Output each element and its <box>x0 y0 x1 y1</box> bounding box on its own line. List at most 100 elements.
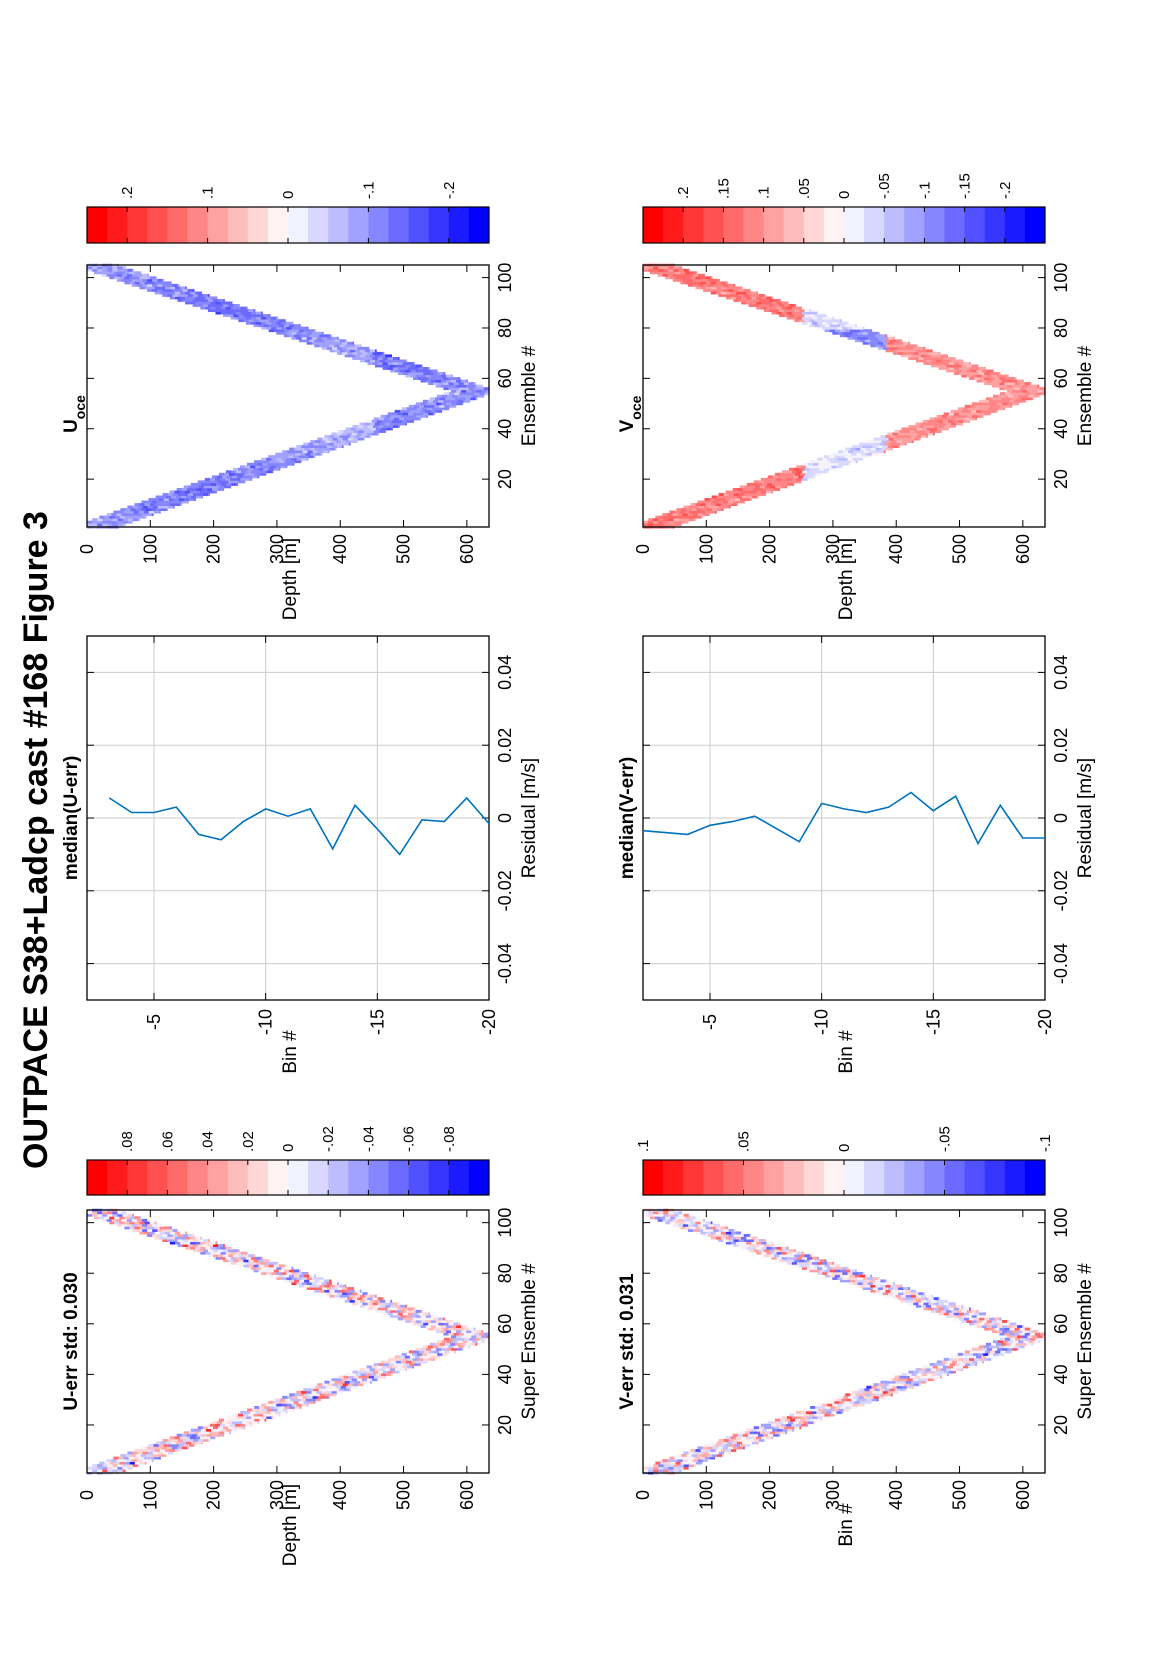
colorbar-swatch <box>663 1160 684 1195</box>
heatmap-cell <box>218 1244 224 1247</box>
heatmap-cell <box>1015 1337 1021 1341</box>
heatmap-cell <box>875 1284 881 1288</box>
heatmap-cell <box>411 414 417 418</box>
heatmap-cell <box>753 304 760 307</box>
heatmap-cell <box>261 1256 263 1260</box>
heatmap-cell <box>157 1234 163 1237</box>
heatmap-cell <box>1014 377 1017 380</box>
heatmap-cell <box>801 477 807 481</box>
x-tick-label: 0.02 <box>1051 728 1071 763</box>
heatmap-cell <box>367 362 373 365</box>
heatmap-cell <box>87 1469 93 1473</box>
heatmap-cell <box>803 1408 809 1412</box>
heatmap-cell <box>291 326 297 330</box>
heatmap-cell <box>663 518 669 522</box>
heatmap-cell <box>675 276 681 280</box>
heatmap-cell <box>243 1259 249 1263</box>
heatmap-cell <box>702 513 709 516</box>
y-tick-label: 300 <box>267 1480 287 1510</box>
heatmap-cell <box>422 1345 429 1349</box>
heatmap-cell <box>962 414 968 418</box>
heatmap-cell <box>890 1380 896 1384</box>
heatmap-cell <box>449 1337 455 1341</box>
heatmap-cell <box>827 1266 833 1270</box>
heatmap-cell <box>779 309 785 312</box>
heatmap-cell <box>104 1461 110 1465</box>
heatmap-cell <box>974 1317 980 1321</box>
heatmap-cell <box>433 1345 439 1349</box>
heatmap-cell <box>713 1229 719 1232</box>
heatmap-cell <box>713 288 719 292</box>
heatmap-cell <box>304 339 310 343</box>
heatmap-cell <box>112 1464 118 1467</box>
heatmap-cell <box>713 505 720 509</box>
colorbar-swatch <box>127 1160 148 1195</box>
heatmap-cell <box>432 407 438 411</box>
heatmap-cell <box>280 452 286 456</box>
heatmap-cell <box>435 1342 441 1346</box>
heatmap-cell <box>189 498 195 501</box>
heatmap-cell <box>996 374 1003 378</box>
heatmap-cell <box>794 314 800 317</box>
heatmap-cell <box>253 1254 256 1258</box>
heatmap-cell <box>408 1307 414 1311</box>
heatmap-cell <box>322 437 328 441</box>
heatmap-cell <box>187 288 194 292</box>
heatmap-cell <box>955 409 962 413</box>
heatmap-cell <box>99 271 105 275</box>
heatmap-cell <box>109 1221 115 1225</box>
heatmap-cell <box>818 1408 824 1412</box>
heatmap-cell <box>827 1272 833 1275</box>
heatmap-cell <box>653 518 659 522</box>
heatmap-cell <box>875 334 881 338</box>
heatmap-cell <box>450 397 456 401</box>
heatmap-cell <box>322 450 329 454</box>
heatmap-cell <box>1003 1340 1009 1344</box>
heatmap-cell <box>715 1226 722 1230</box>
heatmap-cell <box>720 281 727 285</box>
heatmap-cell <box>750 1443 752 1447</box>
heatmap-cell <box>828 462 834 466</box>
heatmap-cell <box>971 1314 978 1318</box>
heatmap-cell <box>898 1287 904 1290</box>
heatmap-cell <box>943 1357 950 1361</box>
heatmap-cell <box>718 1234 724 1237</box>
heatmap-cell <box>256 1261 262 1265</box>
heatmap-cell <box>668 1466 674 1470</box>
heatmap-cell <box>467 394 473 398</box>
heatmap-cell <box>983 1345 990 1349</box>
heatmap-cell <box>808 475 814 479</box>
heatmap-cell <box>354 1289 361 1293</box>
heatmap-cell <box>179 1436 186 1440</box>
heatmap-cell <box>877 1287 884 1290</box>
heatmap-cell <box>898 346 904 350</box>
heatmap-cell <box>763 299 770 302</box>
heatmap-cell <box>910 354 917 358</box>
heatmap-cell <box>969 412 975 416</box>
heatmap-cell <box>929 1375 936 1379</box>
heatmap-cell <box>920 1380 927 1384</box>
heatmap-cell <box>741 1246 747 1250</box>
heatmap-cell <box>796 465 802 469</box>
heatmap-cell <box>304 1284 310 1288</box>
heatmap-cell <box>844 1400 850 1404</box>
heatmap-cell <box>207 1239 210 1242</box>
heatmap-cell <box>294 1274 300 1278</box>
heatmap-cell <box>740 498 746 501</box>
heatmap-cell <box>364 1380 371 1384</box>
heatmap-cell <box>288 334 295 338</box>
heatmap-cell <box>388 417 395 421</box>
heatmap-cell <box>678 1464 685 1467</box>
heatmap-cell <box>238 467 244 471</box>
heatmap-cell <box>809 1254 812 1258</box>
heatmap-cell <box>427 1352 433 1356</box>
heatmap-cell <box>751 1428 758 1432</box>
heatmap-cell <box>311 331 318 335</box>
heatmap-cell <box>454 392 460 396</box>
heatmap-cell <box>860 447 866 451</box>
heatmap-cell <box>329 1284 335 1288</box>
heatmap-cell <box>440 1330 447 1333</box>
heatmap-cell <box>446 402 452 406</box>
heatmap-cell <box>261 321 267 325</box>
heatmap-cell <box>347 1297 353 1301</box>
